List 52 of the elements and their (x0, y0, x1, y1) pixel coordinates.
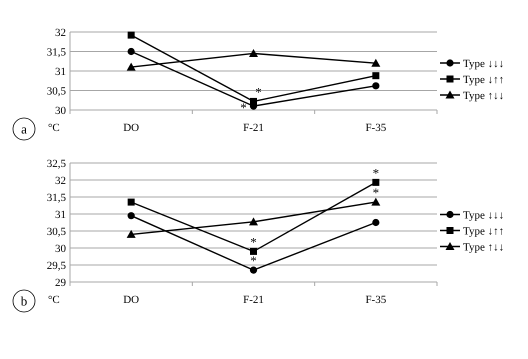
text: a (21, 122, 28, 137)
point (249, 217, 258, 226)
y-tick-label: 32 (55, 26, 66, 39)
point (372, 72, 380, 80)
legend-label: Type ↓↓↓ (463, 58, 504, 70)
point (128, 32, 135, 39)
x-tick-label: F-21 (243, 294, 264, 306)
annotation: * (372, 185, 380, 200)
y-tick-label: 31 (55, 66, 66, 78)
annotation: * (255, 84, 262, 100)
annotation: * (250, 234, 257, 250)
point (128, 212, 135, 220)
point (126, 62, 136, 71)
x-tick-label: F-21 (243, 122, 264, 134)
y-tick-label: 31,5 (46, 46, 66, 58)
y-axis-title: °C (48, 122, 60, 134)
point (371, 58, 380, 67)
x-tick-label: DO (123, 294, 140, 306)
y-tick-label: 30 (55, 242, 66, 255)
point (372, 178, 380, 186)
legend-label: Type ↑↓↓ (463, 90, 504, 102)
text: b (20, 294, 28, 309)
y-tick-label: 29 (55, 276, 66, 289)
y-tick-label: 32,5 (46, 158, 66, 170)
legend-label: Type ↑↓↓ (463, 241, 504, 254)
y-tick-label: 31,5 (46, 192, 66, 204)
y-tick-label: 32 (55, 174, 66, 187)
point (128, 198, 135, 206)
x-tick-label: F-35 (365, 294, 387, 306)
point (250, 266, 258, 274)
y-tick-label: 29,5 (46, 260, 66, 272)
point (250, 98, 257, 105)
legend-label: Type ↓↑↑ (463, 225, 504, 238)
x-tick-label: F-35 (365, 122, 387, 134)
x-tick-label: DO (123, 122, 140, 134)
point (128, 48, 135, 56)
y-tick-label: 30 (55, 104, 66, 117)
point (249, 48, 258, 57)
y-axis-title: °C (48, 294, 60, 306)
annotation: * (250, 253, 257, 268)
annotation: * (372, 165, 380, 180)
y-tick-label: 30,5 (46, 226, 66, 238)
point (371, 198, 380, 206)
y-tick-label: 30,5 (46, 85, 66, 98)
y-tick-label: 31 (55, 208, 66, 221)
annotation: * (240, 100, 247, 116)
point (372, 218, 380, 226)
point (250, 248, 257, 255)
legend-label: Type ↓↓↓ (463, 209, 504, 222)
legend-label: Type ↓↑↑ (463, 74, 504, 86)
point (126, 230, 136, 238)
point (372, 82, 380, 90)
